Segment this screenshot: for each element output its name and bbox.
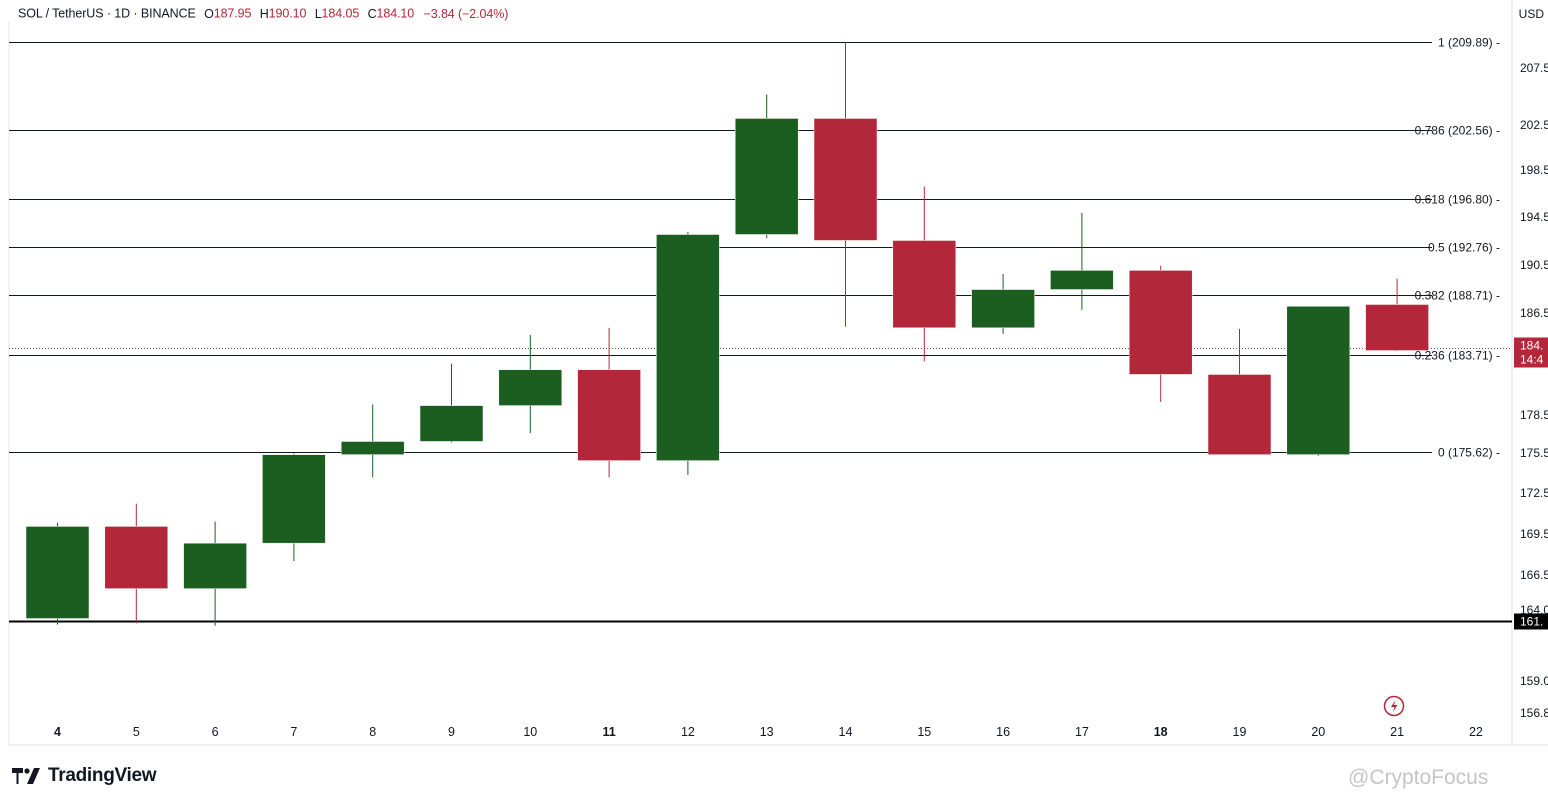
lightning-glyph: [1391, 700, 1398, 712]
y-tick-label: 207.5: [1520, 61, 1548, 75]
open-key: O: [204, 6, 214, 21]
change-value: −3.84 (−2.04%): [423, 6, 509, 21]
candle-body[interactable]: [577, 369, 641, 461]
x-tick-label: 12: [681, 725, 695, 739]
tradingview-wordmark: TradingView: [48, 765, 157, 786]
watermark: @CryptoFocus: [1348, 766, 1488, 790]
y-tick-label: 178.5: [1520, 408, 1548, 422]
y-tick-label: 194.5: [1520, 210, 1548, 224]
candle-body[interactable]: [734, 118, 799, 235]
x-tick-label: 11: [602, 725, 615, 739]
close-key: C: [367, 6, 377, 21]
x-tick-label: 21: [1390, 725, 1404, 739]
low-value: 184.05: [321, 6, 360, 21]
alert-lightning-icon[interactable]: [1383, 695, 1405, 717]
y-tick-label: 156.8: [1520, 706, 1548, 720]
candle-body[interactable]: [340, 441, 405, 455]
candle-body[interactable]: [419, 405, 484, 442]
candle-body[interactable]: [656, 234, 720, 461]
high-value: 190.10: [268, 6, 307, 21]
candle-body[interactable]: [262, 454, 326, 544]
x-tick-label: 5: [133, 725, 140, 739]
candle-body[interactable]: [813, 118, 878, 241]
candle-body[interactable]: [1128, 270, 1193, 375]
y-tick-label: 198.5: [1520, 163, 1548, 177]
fib-level-label: 0.236 (183.71) -: [1415, 349, 1500, 363]
fib-level-label: 0.786 (202.56) -: [1415, 124, 1500, 138]
x-tick-label: 16: [996, 725, 1010, 739]
y-tick-label: 169.5: [1520, 527, 1548, 541]
candle-body[interactable]: [104, 526, 169, 589]
fib-level-label: 0 (175.62) -: [1438, 446, 1500, 460]
x-tick-label: 15: [917, 725, 931, 739]
y-tick-label: 175.5: [1520, 446, 1548, 460]
y-tick-label: 159.0: [1520, 674, 1548, 688]
x-tick-label: 4: [54, 725, 61, 739]
fib-level-label: 0.618 (196.80) -: [1415, 193, 1500, 207]
support-level-value: 161.: [1520, 615, 1543, 629]
y-tick-label: 190.5: [1520, 258, 1548, 272]
symbol-header: SOL / TetherUS · 1D · BINANCE O187.95 H1…: [18, 6, 508, 22]
low-key: L: [314, 6, 322, 21]
close-value: 184.10: [376, 6, 415, 21]
symbol-label[interactable]: SOL / TetherUS · 1D · BINANCE: [18, 6, 196, 21]
y-tick-label: 172.5: [1520, 486, 1548, 500]
watermark-text: @CryptoFocus: [1348, 766, 1489, 789]
currency-label[interactable]: USD: [1518, 7, 1544, 21]
x-tick-label: 19: [1233, 725, 1247, 739]
x-tick-label: 22: [1469, 725, 1483, 739]
bar-countdown: 14:4: [1520, 353, 1544, 367]
x-tick-label: 17: [1075, 725, 1089, 739]
candle-body[interactable]: [25, 526, 90, 619]
fib-level-label: 0.5 (192.76) -: [1428, 241, 1500, 255]
candle-body[interactable]: [1286, 306, 1351, 455]
tradingview-logo-icon: [12, 768, 40, 784]
fib-level-label: 1 (209.89) -: [1438, 36, 1500, 50]
candle-body[interactable]: [498, 369, 563, 406]
support-level-badge: [1514, 613, 1548, 630]
candle-body[interactable]: [892, 240, 957, 329]
y-tick-label: 164.0: [1520, 603, 1548, 617]
x-tick-label: 9: [448, 725, 455, 739]
tradingview-logo[interactable]: TradingView: [12, 765, 157, 787]
x-tick-label: 7: [290, 725, 297, 739]
candle-body[interactable]: [183, 542, 247, 589]
current-price-badge: [1514, 337, 1548, 368]
candle-body[interactable]: [1365, 304, 1429, 351]
x-tick-label: 10: [523, 725, 537, 739]
high-key: H: [259, 6, 269, 21]
x-tick-label: 20: [1311, 725, 1325, 739]
y-tick-label: 166.5: [1520, 568, 1548, 582]
x-tick-label: 18: [1154, 725, 1168, 739]
x-tick-label: 8: [369, 725, 376, 739]
x-tick-label: 13: [760, 725, 774, 739]
open-value: 187.95: [213, 6, 252, 21]
candle-body[interactable]: [971, 289, 1035, 329]
x-tick-label: 14: [839, 725, 853, 739]
fib-level-label: 0.382 (188.71) -: [1415, 289, 1500, 303]
candle-body[interactable]: [1207, 374, 1272, 455]
y-tick-label: 202.5: [1520, 118, 1548, 132]
current-price-value: 184.: [1520, 339, 1543, 353]
x-tick-label: 6: [212, 725, 219, 739]
candle-body[interactable]: [1050, 270, 1114, 290]
y-tick-label: 186.5: [1520, 306, 1548, 320]
